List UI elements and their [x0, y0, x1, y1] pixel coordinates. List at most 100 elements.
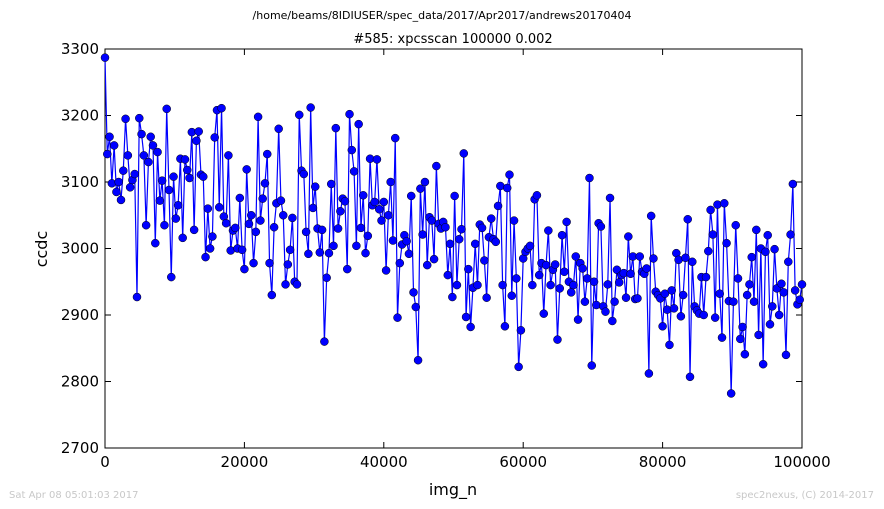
data-point [605, 193, 615, 203]
y-tick-label: 2900 [61, 306, 99, 324]
data-point [265, 258, 274, 268]
data-point [189, 225, 199, 235]
data-point [260, 179, 270, 188]
data-point [356, 223, 366, 233]
data-point [717, 333, 727, 342]
data-point [406, 191, 416, 201]
file-path: /home/beams/8IDIUSER/spec_data/2017/Apr2… [253, 9, 632, 22]
data-point [155, 196, 165, 205]
data-point [777, 279, 786, 288]
data-point [781, 350, 791, 360]
data-point [516, 326, 526, 335]
axes: 0 20000 40000 60000 80000 100000 2700 2800 2900 3… [61, 40, 831, 471]
data-point [153, 147, 162, 157]
data-point [450, 191, 459, 201]
data-point [498, 280, 507, 290]
data-point [720, 199, 729, 208]
data-point [445, 239, 455, 249]
data-point [477, 223, 487, 233]
data-point [541, 260, 551, 270]
data-point [404, 249, 414, 259]
data-point [185, 173, 194, 183]
data-point [345, 109, 354, 119]
data-point [317, 225, 327, 235]
data-point [157, 176, 167, 185]
data-point [292, 280, 302, 289]
data-point [183, 165, 192, 175]
data-point [315, 248, 325, 257]
data-point [633, 294, 642, 303]
data-point [546, 280, 555, 290]
data-point [646, 211, 656, 221]
data-point [742, 290, 752, 300]
data-point [532, 191, 542, 200]
data-point [459, 149, 469, 158]
data-point [178, 233, 187, 243]
data-point [281, 280, 290, 289]
data-point [374, 205, 384, 214]
x-tick-label: 40000 [360, 453, 408, 471]
data-point [582, 274, 592, 283]
data-point [795, 295, 804, 304]
data-point [699, 310, 708, 320]
data-point [123, 151, 133, 160]
data-point [249, 258, 258, 268]
data-point [779, 288, 788, 297]
data-point [237, 245, 247, 255]
data-point [491, 237, 501, 247]
data-point [114, 177, 123, 187]
data-point [642, 264, 651, 273]
data-point [109, 141, 119, 150]
data-point [146, 132, 155, 142]
y-axis-label: ccdc [32, 231, 51, 268]
data-point [470, 239, 480, 249]
data-point [285, 245, 295, 255]
data-point [688, 257, 697, 267]
data-point [258, 194, 267, 203]
data-point [784, 257, 793, 267]
data-point [139, 151, 149, 160]
data-point [164, 185, 174, 195]
data-point [788, 179, 798, 189]
data-point [443, 270, 453, 280]
data-point [301, 227, 311, 237]
data-point [448, 292, 457, 302]
data-point [752, 225, 761, 235]
data-point [507, 291, 517, 300]
data-point [797, 280, 807, 289]
data-point [160, 220, 169, 230]
data-point [162, 104, 171, 114]
data-point [269, 222, 279, 232]
data-point [560, 267, 569, 277]
x-tick-label: 0 [100, 453, 110, 471]
data-point [761, 247, 770, 257]
x-tick-label: 20000 [221, 453, 269, 471]
data-point [420, 177, 430, 187]
data-point [644, 369, 654, 378]
data-point [331, 123, 341, 133]
data-point [247, 211, 256, 220]
data-point [514, 362, 523, 372]
data-point [528, 280, 537, 290]
data-point [340, 197, 350, 206]
data-point [786, 230, 795, 239]
data-point [361, 248, 370, 258]
data-point [621, 293, 631, 302]
data-point [256, 216, 265, 225]
data-point [320, 337, 329, 346]
data-point [452, 280, 462, 290]
data-point [105, 132, 114, 142]
data-point [141, 220, 151, 230]
data-point [370, 197, 379, 207]
x-tick-label: 80000 [639, 453, 687, 471]
data-point [745, 280, 754, 289]
data-point [578, 264, 587, 273]
data-point [596, 222, 606, 231]
data-point [137, 129, 146, 139]
data-point [242, 165, 251, 174]
data-point [701, 272, 711, 282]
data-point [251, 227, 261, 237]
data-point [754, 330, 763, 340]
data-point [505, 170, 514, 179]
data-point [235, 193, 245, 203]
